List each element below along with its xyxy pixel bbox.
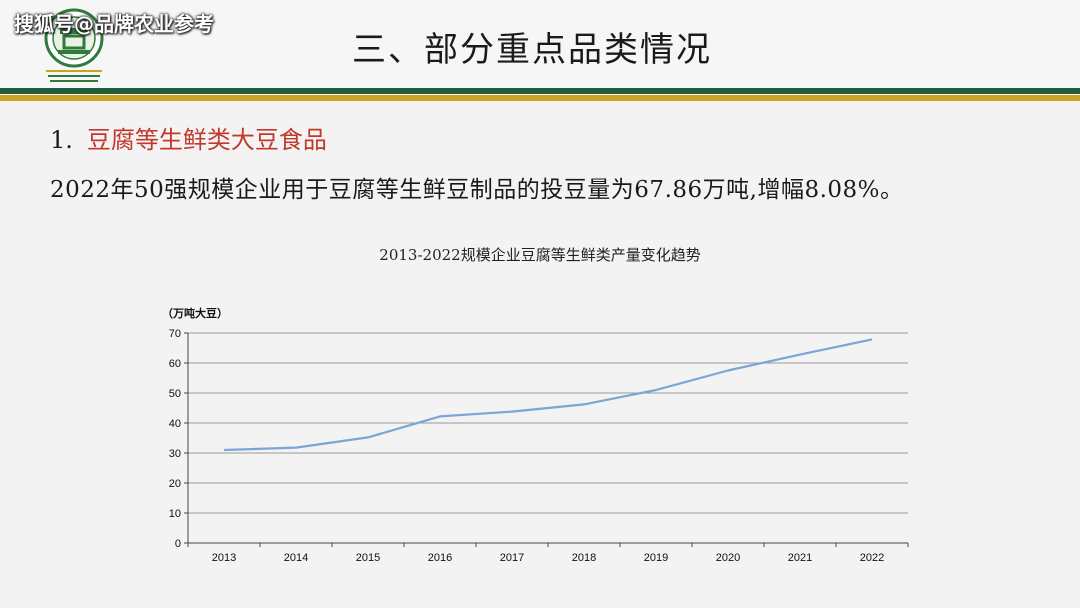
y-tick-label: 40 xyxy=(169,418,181,430)
slide-header: 搜狐号@品牌农业参考 三、部分重点品类情况 xyxy=(0,0,1080,88)
line-chart: 0 10 20 30 40 50 60 70 2013 2014 2015 2016 2017 2018 2… xyxy=(169,328,909,564)
slide-title: 三、部分重点品类情况 xyxy=(352,30,712,70)
y-axis-unit-label: （万吨大豆） xyxy=(162,307,228,320)
y-tick-label: 10 xyxy=(169,508,181,520)
x-tick-label: 2021 xyxy=(788,552,812,564)
section-heading: 1. 豆腐等生鲜类大豆食品 xyxy=(50,120,327,155)
series-line xyxy=(223,338,873,452)
y-tick-label: 70 xyxy=(169,328,181,340)
x-tick-label: 2014 xyxy=(284,552,308,564)
association-logo-icon xyxy=(44,8,104,82)
header-band-green xyxy=(0,88,1080,94)
y-tick-label: 20 xyxy=(169,478,181,490)
section-title: 豆腐等生鲜类大豆食品 xyxy=(86,126,327,154)
x-tick-label: 2019 xyxy=(644,552,668,564)
y-tick-label: 0 xyxy=(175,538,181,550)
chart-title: 2013-2022规模企业豆腐等生鲜类产量变化趋势 xyxy=(379,246,701,264)
section-number: 1. xyxy=(50,126,73,154)
y-tick-label: 30 xyxy=(169,448,181,460)
y-tick-label: 50 xyxy=(169,388,181,400)
x-tick-label: 2022 xyxy=(860,552,884,564)
x-tick-label: 2016 xyxy=(428,552,452,564)
x-tick-label: 2017 xyxy=(500,552,524,564)
y-tick-label: 60 xyxy=(169,358,181,370)
x-tick-label: 2020 xyxy=(716,552,740,564)
x-tick-label: 2018 xyxy=(572,552,596,564)
watermark-text: 搜狐号@品牌农业参考 xyxy=(14,12,214,36)
x-tick-label: 2015 xyxy=(356,552,380,564)
x-tick-label: 2013 xyxy=(212,552,236,564)
header-band-gold xyxy=(0,95,1080,101)
section-description: 2022年50强规模企业用于豆腐等生鲜豆制品的投豆量为67.86万吨,增幅8.0… xyxy=(50,177,904,203)
